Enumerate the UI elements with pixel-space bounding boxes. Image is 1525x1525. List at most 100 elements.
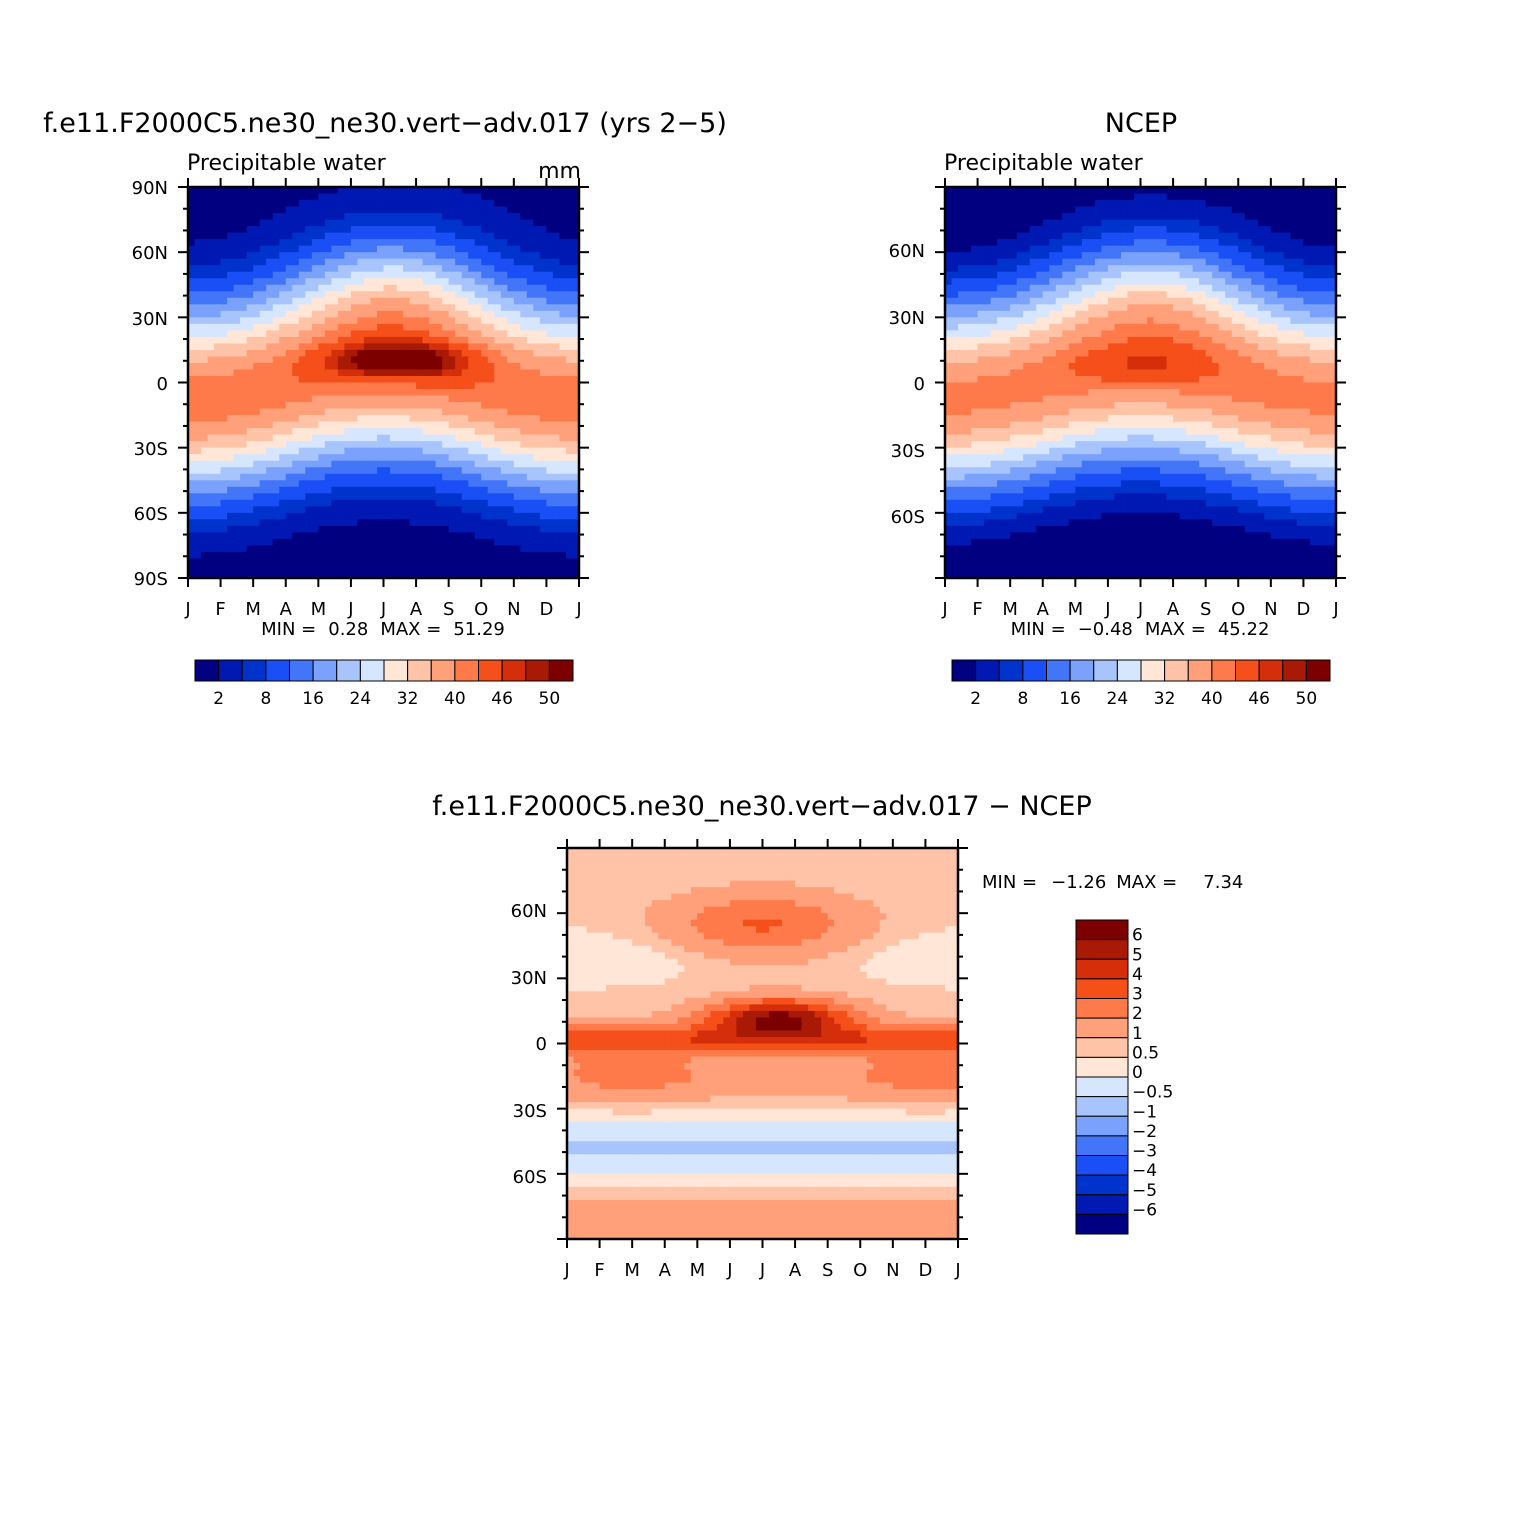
ncep-field-cell <box>990 330 998 338</box>
ncep-field-cell <box>964 525 972 533</box>
ncep-field-cell <box>945 226 953 234</box>
model-field-cell <box>435 343 443 351</box>
model-field-cell <box>253 538 261 547</box>
model-field-cell <box>396 389 404 397</box>
model-field-cell <box>416 454 424 462</box>
model-field-cell <box>220 206 228 214</box>
model-field-cell <box>513 467 521 475</box>
model-field-cell <box>227 232 235 240</box>
model-field-cell <box>285 193 293 201</box>
model-field-cell <box>292 551 300 560</box>
model-field-cell <box>507 356 515 364</box>
model-units: mm <box>538 159 581 184</box>
ncep-field-cell <box>990 278 998 286</box>
ncep-field-cell <box>1010 206 1018 214</box>
ncep-field-cell <box>1049 408 1057 416</box>
model-field-cell <box>201 213 209 221</box>
model-field-cell <box>279 213 287 221</box>
model-field-cell <box>363 310 372 318</box>
ncep-field-cell <box>1029 428 1037 436</box>
model-field-cell <box>416 389 424 397</box>
model-field-cell <box>409 349 417 358</box>
model-field-cell <box>188 571 196 579</box>
ncep-field-cell <box>1036 304 1044 312</box>
model-field-cell <box>272 226 280 234</box>
model-field-cell <box>474 512 482 520</box>
model-field-cell <box>422 310 430 318</box>
model-field-cell <box>461 219 469 227</box>
model-field-cell <box>533 447 541 455</box>
ncep-field-cell <box>990 402 998 410</box>
model-field-cell <box>513 480 521 488</box>
model-field-cell <box>279 519 287 527</box>
model-field-cell <box>442 362 450 371</box>
model-field-cell <box>253 506 261 514</box>
model-field-cell <box>363 304 372 312</box>
model-field-cell <box>403 219 411 227</box>
model-field-cell <box>396 421 404 429</box>
ncep-field-cell <box>971 219 979 227</box>
model-field-cell <box>266 284 274 292</box>
ncep-field-cell <box>990 558 998 566</box>
ncep-field-cell <box>1062 467 1070 475</box>
model-field-cell <box>305 389 313 397</box>
model-field-cell <box>253 193 261 201</box>
ncep-field-cell <box>951 551 959 560</box>
model-field-cell <box>331 525 339 533</box>
model-field-cell <box>429 226 437 234</box>
model-field-cell <box>526 473 534 481</box>
model-field-cell <box>227 239 235 247</box>
ncep-field-cell <box>977 519 985 527</box>
model-field-cell <box>572 480 580 488</box>
model-field-cell <box>298 454 306 462</box>
model-field-cell <box>390 467 398 475</box>
model-field-cell <box>298 356 306 364</box>
ncep-field-cell <box>958 434 966 442</box>
ncep-field-cell <box>1042 284 1050 292</box>
model-field-cell <box>337 239 345 247</box>
model-field-cell <box>409 441 417 449</box>
ncep-field-cell <box>951 291 959 299</box>
ncep-field-cell <box>1049 558 1057 566</box>
model-field-cell <box>390 506 398 514</box>
model-field-cell <box>207 421 215 429</box>
model-field-cell <box>370 226 378 234</box>
ncep-field-cell <box>1003 408 1011 416</box>
ncep-field-cell <box>1042 317 1050 325</box>
model-field-cell <box>403 408 411 416</box>
model-field-cell <box>240 473 248 481</box>
model-colorbar-box <box>218 659 243 682</box>
model-field-cell <box>552 415 561 423</box>
model-field-cell <box>546 486 554 494</box>
ncep-field-cell <box>1016 213 1024 221</box>
ncep-field-cell <box>1003 499 1011 507</box>
ncep-field-cell <box>997 473 1005 481</box>
model-field-cell <box>272 258 280 266</box>
model-field-cell <box>455 375 463 384</box>
model-field-cell <box>227 382 235 390</box>
model-field-cell <box>494 467 502 475</box>
model-field-cell <box>474 239 482 247</box>
ncep-field-cell <box>1062 564 1070 573</box>
ncep-field-cell <box>984 258 992 266</box>
model-field-cell <box>188 206 196 214</box>
model-field-cell <box>390 402 398 410</box>
model-field-cell <box>220 232 228 240</box>
model-field-cell <box>220 434 228 442</box>
model-field-cell <box>396 480 404 488</box>
ncep-field-cell <box>1003 252 1011 260</box>
model-field-cell <box>396 245 404 253</box>
model-field-cell <box>403 480 411 488</box>
model-field-cell <box>240 336 248 344</box>
model-field-cell <box>240 460 248 468</box>
model-field-cell <box>520 245 528 253</box>
ncep-field-cell <box>1029 252 1037 260</box>
model-field-cell <box>383 415 391 423</box>
ncep-field-cell <box>964 317 972 325</box>
model-field-cell <box>487 408 495 416</box>
model-field-cell <box>350 291 359 299</box>
ncep-field-cell <box>945 428 953 436</box>
model-field-cell <box>494 389 502 397</box>
model-field-cell <box>233 278 241 286</box>
model-field-cell <box>526 441 534 449</box>
